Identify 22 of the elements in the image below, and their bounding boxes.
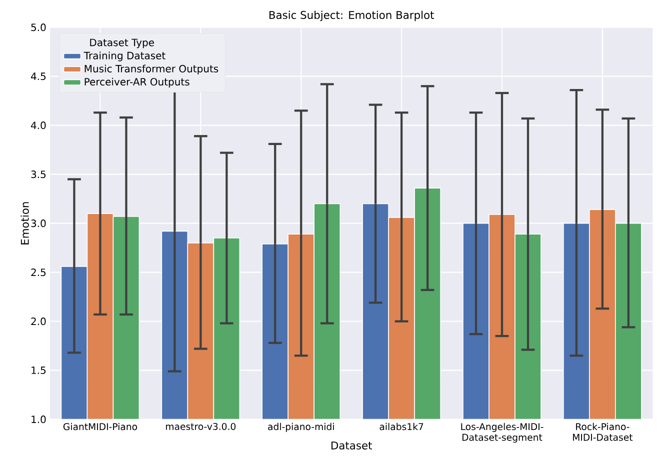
y-tick-label: 4.5	[30, 72, 46, 80]
x-tick-label: GiantMIDI-Piano	[63, 422, 138, 430]
y-tick-label: 2.0	[31, 318, 46, 326]
x-tick-label: maestro-v3.0.0	[166, 422, 236, 430]
legend-label: Perceiver-AR Outputs	[84, 78, 190, 88]
y-tick-label: 3.0	[31, 220, 46, 228]
y-tick-label: 3.5	[31, 170, 46, 178]
y-tick-label: 5.0	[31, 24, 46, 32]
x-tick-label: Rock-Piano-MIDI-Dataset	[573, 422, 633, 441]
y-tick-label: 4.0	[30, 122, 46, 130]
y-tick-label: 1.0	[32, 416, 46, 424]
y-tick-label: 2.5	[31, 268, 46, 276]
legend-label: Music Transformer Outputs	[84, 64, 218, 74]
y-tick-label: 1.5	[32, 366, 46, 374]
legend-title: Dataset Type	[90, 38, 154, 48]
chart-title: Basic Subject: Emotion Barplot	[269, 10, 434, 22]
x-axis-title: Dataset	[331, 442, 372, 450]
y-axis-title: Emotion	[20, 202, 29, 244]
legend-label: Training Dataset	[84, 52, 166, 62]
x-tick-label: Los-Angeles-MIDI-Dataset-segment	[461, 422, 544, 443]
x-tick-label: ailabs1k7	[380, 422, 424, 430]
x-tick-label: adl-piano-midi	[268, 422, 334, 432]
